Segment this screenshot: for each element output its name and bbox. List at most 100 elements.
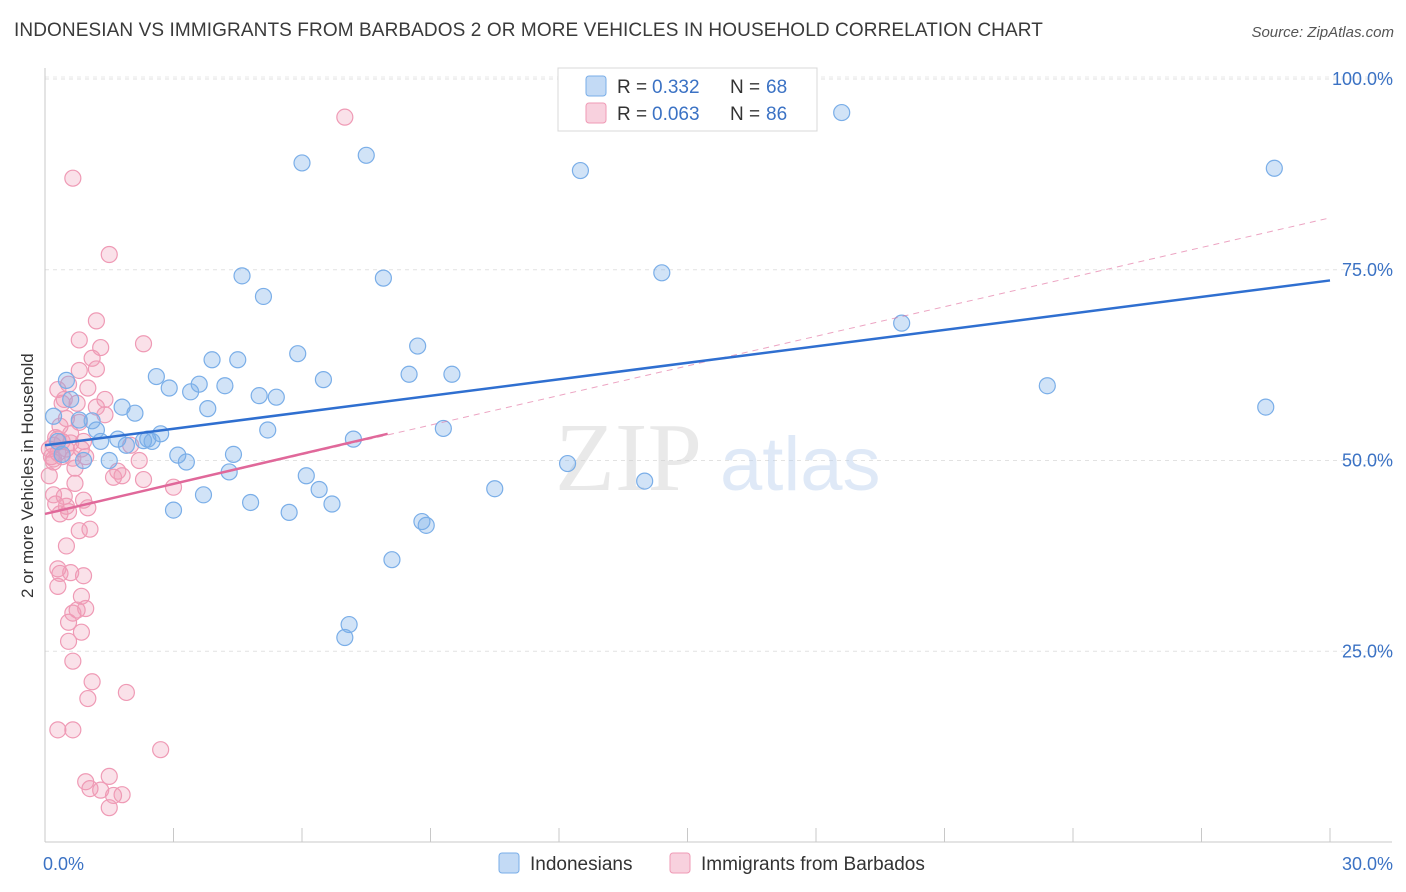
legend-swatch-barbados <box>585 102 607 124</box>
indonesians-point <box>126 404 144 422</box>
indonesians-point <box>250 387 268 405</box>
indonesians-point <box>74 451 93 470</box>
indonesians-point <box>224 445 243 463</box>
indonesians-point <box>70 411 88 429</box>
indonesians-point <box>100 451 118 470</box>
barbados-point <box>64 652 82 670</box>
barbados-point <box>100 799 118 817</box>
barbados-point <box>117 683 135 702</box>
indonesians-point <box>164 501 183 519</box>
y-tick-label: 50.0% <box>1342 451 1393 471</box>
indonesians-point <box>289 345 307 363</box>
bottom-legend-indonesians: Indonesians <box>530 854 632 875</box>
indonesians-point <box>434 419 452 438</box>
indonesians-point <box>374 269 392 287</box>
barbados-point <box>70 361 88 380</box>
indonesians-point <box>199 400 217 418</box>
indonesians-point <box>443 365 461 383</box>
indonesians-point <box>383 551 401 569</box>
watermark-atlas: atlas <box>720 422 881 507</box>
x-tick-labels: 0.0% 30.0% <box>43 854 1393 874</box>
indonesians-point <box>259 421 277 439</box>
indonesians-point <box>1257 398 1275 416</box>
indonesians-point <box>203 351 221 369</box>
series-legend: Indonesians Immigrants from Barbados <box>498 852 925 875</box>
barbados-point <box>113 467 131 485</box>
indonesians-point <box>314 371 333 389</box>
indonesians-point <box>160 379 178 397</box>
indonesians-point <box>400 365 418 383</box>
barbados-point <box>83 673 101 691</box>
indonesians-point <box>558 454 577 473</box>
barbados-point <box>113 786 131 804</box>
legend-r-value-2: 0.063 <box>652 104 700 125</box>
barbados-point <box>68 601 86 619</box>
trend-lines <box>44 217 1331 516</box>
x-tick-label-left: 0.0% <box>43 854 84 874</box>
indonesians-point <box>117 436 135 454</box>
barbados-point <box>64 721 82 739</box>
barbados-point <box>92 781 110 799</box>
indonesians-point <box>1265 159 1283 177</box>
barbados-point <box>79 379 97 397</box>
indonesians-point <box>83 412 101 430</box>
indonesians-point <box>417 516 435 534</box>
indonesians-point <box>242 493 260 512</box>
indonesians-trend-line <box>44 279 1331 447</box>
series-indonesians-points <box>44 103 1283 647</box>
indonesians-point <box>409 337 427 355</box>
barbados-point <box>70 522 88 540</box>
indonesians-point <box>340 615 358 634</box>
bottom-legend-barbados: Immigrants from Barbados <box>701 854 925 875</box>
indonesians-point <box>357 146 375 164</box>
indonesians-point <box>280 503 298 521</box>
indonesians-point <box>92 432 110 451</box>
y-tick-label: 100.0% <box>1332 69 1393 89</box>
barbados-point <box>59 613 78 631</box>
legend-n-label-2: N = <box>730 104 760 125</box>
legend-r-value-1: 0.332 <box>652 77 700 98</box>
barbados-point <box>134 335 153 353</box>
barbados-point <box>74 567 93 585</box>
barbados-point <box>59 632 78 650</box>
legend-n-label-1: N = <box>730 77 760 98</box>
indonesians-point <box>344 430 362 448</box>
y-tick-label: 25.0% <box>1342 641 1393 661</box>
barbados-point <box>57 537 76 555</box>
barbados-point <box>44 450 63 468</box>
indonesians-point <box>1038 377 1056 395</box>
barbados-point <box>152 741 170 759</box>
y-tick-label: 75.0% <box>1342 260 1393 280</box>
indonesians-point <box>194 486 213 504</box>
legend-r-label-2: R = <box>617 104 647 125</box>
indonesians-point <box>190 375 208 393</box>
barbados-point <box>81 779 99 798</box>
barbados-point <box>134 470 153 489</box>
indonesians-point <box>893 314 911 332</box>
indonesians-point <box>653 264 671 282</box>
barbados-point <box>62 564 80 582</box>
indonesians-point <box>152 425 170 443</box>
barbados-point <box>40 467 58 485</box>
indonesians-point <box>147 367 165 386</box>
indonesians-point <box>267 388 285 406</box>
indonesians-point <box>62 390 80 409</box>
indonesians-point <box>293 154 311 172</box>
barbados-point <box>100 245 118 264</box>
barbados-point <box>87 360 106 378</box>
x-tick-label-right: 30.0% <box>1342 854 1393 874</box>
y-axis-title: 2 or more Vehicles in Household <box>18 353 37 598</box>
indonesians-point <box>297 467 315 485</box>
barbados-trend-line <box>44 432 388 516</box>
indonesians-point <box>486 480 504 498</box>
barbados-point <box>81 520 99 538</box>
indonesians-point <box>833 103 851 122</box>
indonesians-point <box>636 472 654 490</box>
legend-n-value-1: 68 <box>766 77 787 98</box>
gridlines <box>45 76 1392 652</box>
indonesians-point <box>323 495 341 513</box>
bottom-legend-swatch-indonesians <box>498 852 520 874</box>
barbados-point <box>100 767 118 785</box>
legend-swatch-indonesians <box>585 75 607 97</box>
